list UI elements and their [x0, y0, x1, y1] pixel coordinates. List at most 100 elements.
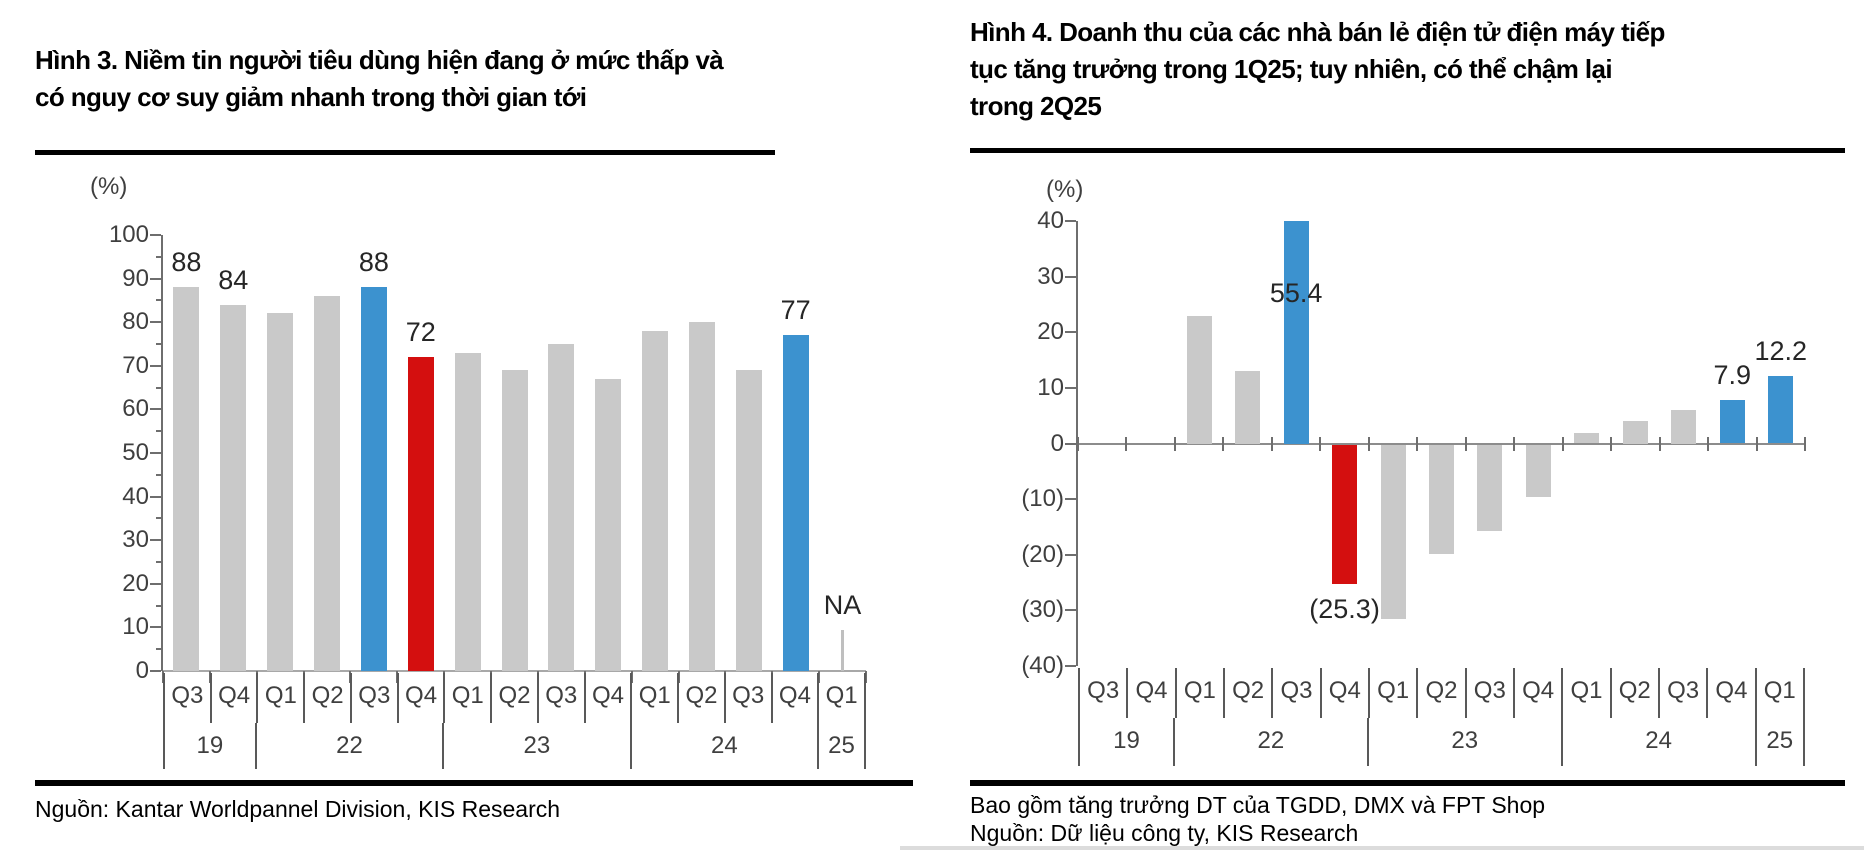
y-tick-label: 100 — [108, 221, 149, 248]
quarter-cell: Q1 — [1757, 668, 1805, 718]
quarter-cell: Q3 — [539, 673, 586, 723]
year-cell: 22 — [257, 723, 445, 769]
y-tick-label: 60 — [122, 395, 149, 423]
quarter-cell: Q2 — [1225, 668, 1274, 718]
x-tick — [1367, 436, 1370, 451]
figure4-source: Nguồn: Dữ liệu công ty, KIS Research — [970, 820, 1359, 846]
y-tick — [1065, 220, 1076, 222]
y-tick-label: 30 — [1037, 262, 1064, 290]
x-tick — [1755, 436, 1758, 451]
x-tick — [1416, 436, 1419, 451]
year-cell: 23 — [444, 723, 632, 769]
bar-Q2-7 — [501, 370, 528, 671]
y-minor-tick — [156, 648, 162, 651]
y-tick — [1065, 275, 1076, 278]
bar-Q4-9 — [1525, 444, 1551, 498]
bar-Q3-4 — [360, 287, 387, 671]
bar-label: 12.2 — [1754, 335, 1808, 366]
cropped-element-strip — [900, 846, 1864, 850]
x-tick — [1707, 436, 1710, 451]
x-tick — [1077, 436, 1079, 451]
y-minor-tick — [156, 517, 162, 520]
y-tick — [1065, 665, 1076, 667]
y-tick-label: (30) — [1021, 596, 1064, 624]
bar-Q3-4 — [1283, 221, 1309, 444]
figure3-unit-label: (%) — [90, 173, 128, 200]
figure4-title-line2: tục tăng trưởng trong 1Q25; tuy nhiên, c… — [970, 54, 1613, 84]
bar-Q4-13 — [782, 335, 809, 671]
year-cell: 25 — [819, 723, 866, 769]
y-tick-label: 20 — [122, 569, 149, 597]
y-tick-label: 70 — [122, 351, 149, 379]
year-cell: 24 — [1563, 718, 1757, 766]
bar-label: 77 — [780, 295, 811, 326]
x-tick — [1561, 436, 1564, 451]
figure4-title-line1: Hình 4. Doanh thu của các nhà bán lẻ điệ… — [970, 17, 1665, 47]
quarter-cell: Q2 — [305, 673, 352, 723]
y-minor-tick — [156, 343, 162, 345]
bar-Q1-10 — [642, 330, 669, 671]
bar-Q3-8 — [1477, 444, 1503, 532]
x-tick — [1658, 436, 1661, 451]
y-minor-tick — [156, 255, 162, 258]
y-tick — [150, 408, 161, 411]
y-minor-tick — [156, 561, 162, 563]
fig3-x-axis-table: Q3 Q4 Q1 Q2 Q3 Q4 Q1 Q2 Q3 Q4 Q1 Q2 Q3 Q4 Q1 19 22 23 24 25 — [163, 673, 867, 769]
x-axis-line — [163, 670, 866, 672]
fig3: Hình 3. Niềm tin người tiêu dùng hiện đa… — [35, 0, 913, 850]
quarter-cell: Q1 — [632, 673, 680, 723]
figure3-title-rule — [35, 150, 775, 155]
y-tick-label: 0 — [1050, 429, 1064, 457]
x-tick — [1173, 436, 1176, 451]
x-tick — [1610, 436, 1613, 451]
bar-Q3-8 — [548, 344, 575, 671]
quarter-cell: Q1 — [445, 673, 493, 723]
y-tick — [1065, 498, 1076, 501]
y-tick — [150, 495, 161, 498]
x-tick — [1513, 436, 1516, 451]
y-tick-label: 30 — [122, 526, 149, 554]
year-cell: 19 — [1078, 718, 1175, 766]
quarter-cell: Q4 — [1128, 668, 1177, 718]
y-tick — [150, 539, 161, 542]
y-tick-label: 40 — [1037, 207, 1064, 234]
bar-Q1-6 — [454, 352, 481, 671]
quarter-cell: Q4 — [399, 673, 446, 723]
bar-label: 88 — [358, 247, 389, 278]
quarter-cell: Q1 — [258, 673, 306, 723]
quarter-cell: Q1 — [1563, 668, 1612, 718]
bar-Q4-5 — [407, 357, 434, 671]
bar-Q1-6 — [1380, 444, 1406, 619]
bar-label: 72 — [405, 317, 436, 348]
y-tick — [150, 670, 161, 672]
bar-label: 7.9 — [1713, 359, 1752, 390]
bar-label: NA — [823, 589, 862, 620]
quarter-cell: Q3 — [1078, 668, 1129, 718]
x-axis-line — [1078, 442, 1805, 445]
figure4-title-line3: trong 2Q25 — [970, 91, 1102, 121]
y-tick — [150, 364, 161, 367]
bar-Q4-13 — [1719, 399, 1745, 444]
bar-Q2-7 — [1429, 444, 1454, 554]
y-minor-tick — [156, 299, 162, 302]
y-tick — [150, 626, 161, 629]
y-tick — [1065, 331, 1076, 334]
y-tick — [1065, 609, 1076, 612]
bar-Q1-2 — [1186, 315, 1212, 444]
fig4: Hình 4. Doanh thu của các nhà bán lẻ điệ… — [970, 0, 1850, 850]
quarter-cell: Q3 — [1467, 668, 1515, 718]
na-marker — [841, 629, 845, 671]
year-cell: 22 — [1175, 718, 1369, 766]
quarter-cell: Q4 — [1322, 668, 1370, 718]
bar-Q2-3 — [314, 296, 341, 671]
figure3-title-line1: Hình 3. Niềm tin người tiêu dùng hiện đa… — [35, 45, 724, 75]
year-cell: 19 — [163, 723, 257, 769]
figure3-title: Hình 3. Niềm tin người tiêu dùng hiện đa… — [35, 42, 775, 116]
year-cell: 24 — [632, 723, 820, 769]
bar-Q1-14 — [1768, 375, 1794, 444]
quarter-cell: Q2 — [1418, 668, 1467, 718]
bar-Q3-12 — [1671, 410, 1697, 444]
y-minor-tick — [156, 430, 162, 433]
quarter-cell: Q4 — [212, 673, 259, 723]
fig3-y-axis-labels: 100 90 80 70 60 50 40 30 20 10 0 — [32, 221, 149, 684]
